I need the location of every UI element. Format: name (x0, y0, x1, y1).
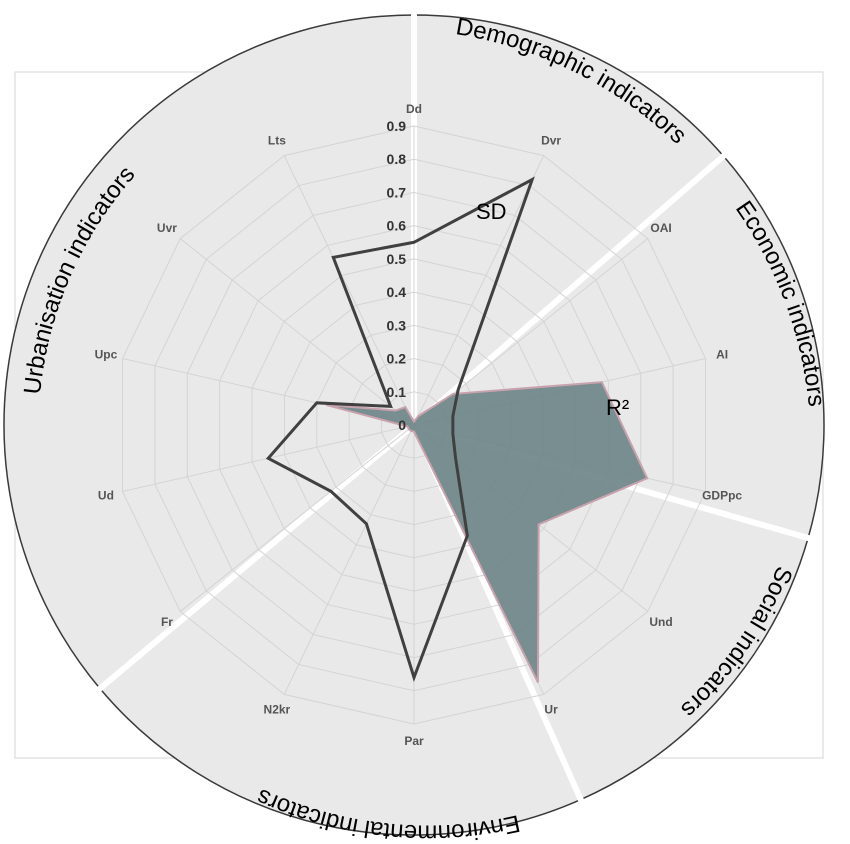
radial-tick-label: 0.3 (387, 317, 407, 333)
radial-tick-label: 0.2 (387, 351, 407, 367)
series-layer (265, 176, 649, 683)
series-sd-line (265, 176, 535, 683)
sector-demographic (413, 14, 725, 427)
category-label-gdppc: GDPpc (702, 488, 742, 502)
radial-tick-label: 0.8 (387, 151, 407, 167)
series-label-r2: R² (606, 395, 629, 420)
sector-separator (93, 422, 416, 695)
category-label-fr: Fr (161, 615, 173, 629)
radial-tick-labels: 0 0.1 0.2 0.3 0.4 0.5 0.6 0.7 0.8 0.9 (387, 118, 407, 433)
category-label-ai: AI (716, 348, 728, 362)
category-label-ud: Ud (98, 488, 114, 502)
category-sectors (3, 9, 825, 836)
category-label-dvr: Dvr (541, 133, 561, 147)
grid-spoke (179, 424, 415, 612)
radial-tick-label: 0.4 (387, 284, 407, 300)
category-label-upc: Upc (95, 348, 118, 362)
radial-tick-label: 0.6 (387, 218, 407, 234)
radial-tick-label: 0.7 (387, 184, 407, 200)
series-r2-area (326, 381, 649, 683)
category-label-oai: OAI (650, 221, 671, 235)
radial-tick-label: 0.5 (387, 251, 407, 267)
grid-spoke (283, 155, 415, 426)
sector-urbanisation (3, 14, 415, 690)
grid-spoke (179, 238, 415, 426)
sector-separator (412, 149, 730, 428)
category-label-par: Par (404, 734, 424, 748)
category-label-lts: Lts (268, 133, 286, 147)
radial-tick-label: 0.9 (387, 118, 407, 134)
series-label-sd: SD (476, 199, 507, 224)
category-label-und: Und (649, 615, 672, 629)
grid-spoke (413, 155, 545, 426)
category-labels: Dd Dvr OAI AI GDPpc Und Ur Par N2kr Fr Ud Upc Uvr Lts (95, 102, 743, 748)
grid-spoke (283, 424, 415, 695)
sector-environmental (98, 423, 582, 836)
category-label-uvr: Uvr (157, 221, 177, 235)
category-label-dd: Dd (406, 102, 422, 116)
category-label-n2kr: N2kr (264, 703, 291, 717)
category-label-ur: Ur (544, 703, 558, 717)
radial-tick-label: 0 (398, 417, 406, 433)
radial-tick-label: 0.1 (387, 384, 407, 400)
